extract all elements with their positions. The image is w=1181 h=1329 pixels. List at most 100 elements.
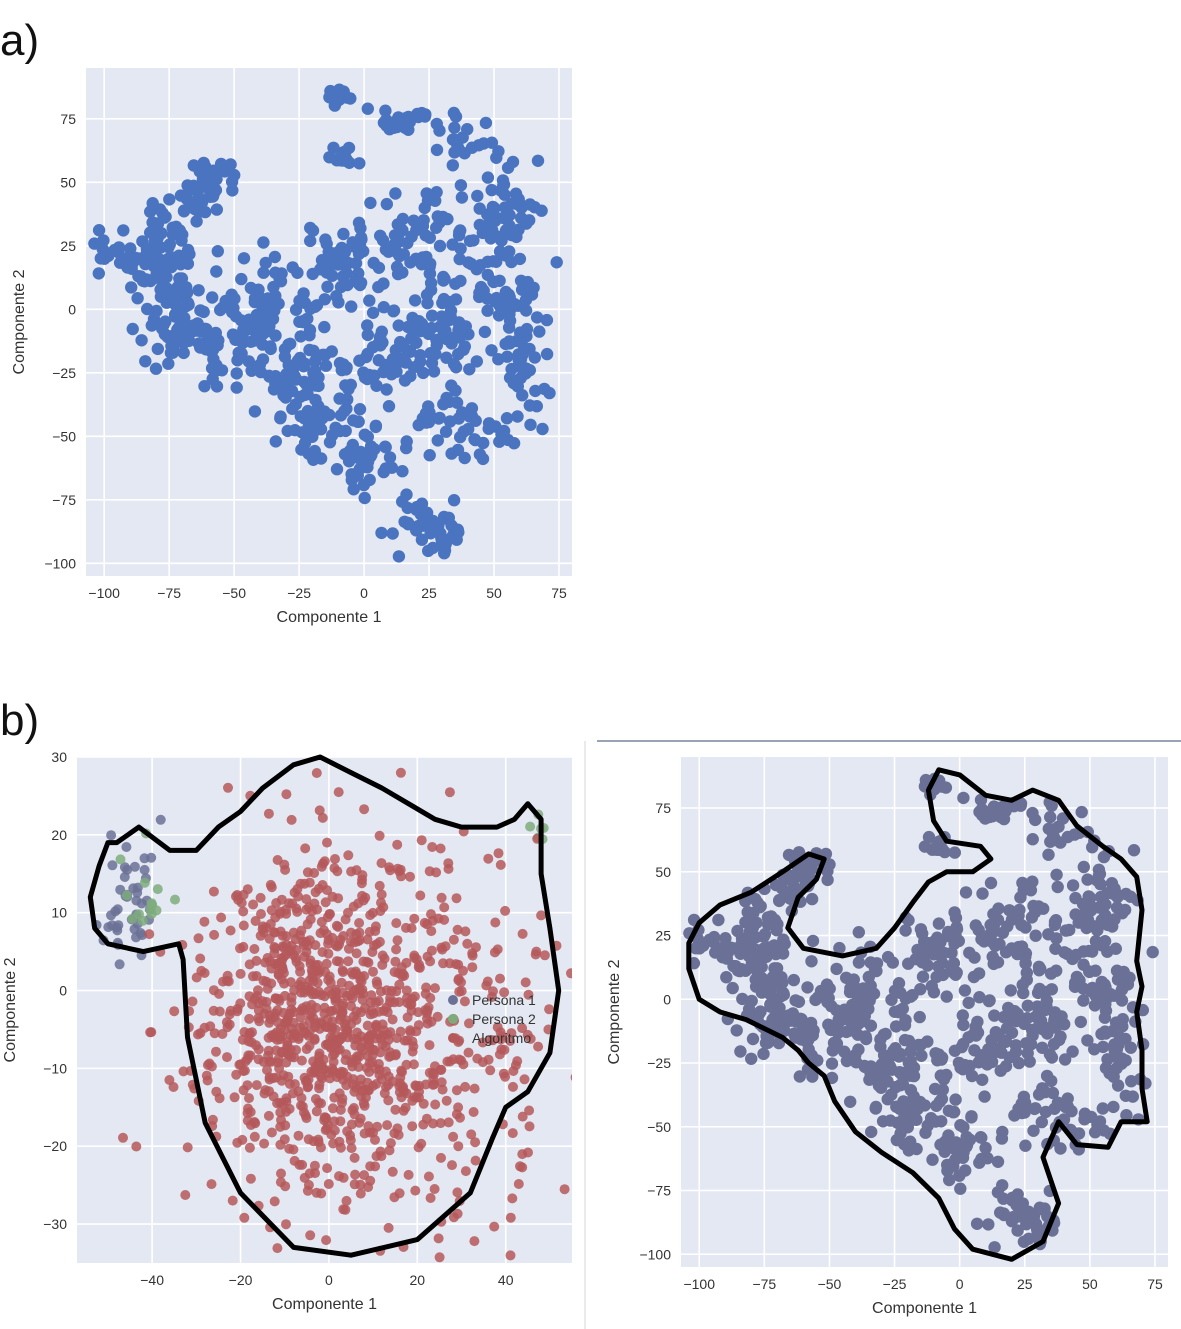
- data-point: [395, 767, 406, 778]
- y-tick-label: 10: [51, 905, 67, 921]
- data-point: [248, 292, 262, 305]
- data-point: [407, 1121, 418, 1132]
- x-axis-title: Componente 1: [272, 1296, 377, 1313]
- data-point: [436, 1077, 447, 1088]
- data-point: [261, 922, 272, 933]
- data-point: [152, 884, 163, 895]
- data-point: [492, 309, 506, 322]
- data-point: [92, 267, 106, 280]
- data-point: [1072, 916, 1085, 929]
- data-point: [351, 1082, 362, 1093]
- data-point: [227, 301, 240, 315]
- data-point: [248, 971, 258, 982]
- y-tick-label: 50: [60, 174, 76, 190]
- data-point: [286, 402, 299, 415]
- data-point: [779, 1015, 793, 1029]
- data-point: [1088, 1126, 1102, 1139]
- data-point: [321, 1022, 332, 1033]
- data-point: [754, 1005, 767, 1018]
- data-point: [177, 346, 190, 360]
- data-point: [308, 355, 322, 368]
- data-point: [805, 892, 819, 906]
- data-point: [198, 380, 211, 393]
- data-point: [1099, 898, 1112, 911]
- y-tick-label: 0: [68, 301, 76, 317]
- data-point: [370, 997, 381, 1008]
- data-point: [248, 324, 261, 337]
- data-point: [471, 189, 484, 203]
- data-point: [1083, 944, 1096, 958]
- data-point: [881, 1093, 894, 1106]
- y-tick-label: 0: [663, 991, 671, 1007]
- data-point: [929, 1047, 942, 1060]
- data-point: [1099, 1027, 1113, 1040]
- data-point: [362, 934, 373, 945]
- data-point: [520, 217, 533, 230]
- data-point: [370, 1033, 381, 1044]
- data-point: [289, 985, 300, 996]
- data-point: [327, 891, 338, 902]
- data-point: [121, 842, 132, 852]
- data-point: [914, 923, 928, 936]
- data-point: [1094, 878, 1107, 891]
- data-point: [458, 451, 471, 465]
- data-point: [106, 830, 117, 841]
- data-point: [864, 1019, 878, 1032]
- data-point: [303, 1074, 314, 1085]
- data-point: [396, 962, 407, 973]
- data-point: [405, 1000, 416, 1011]
- data-point: [117, 224, 130, 237]
- data-point: [372, 261, 386, 274]
- data-point: [994, 810, 1007, 824]
- data-point: [373, 1006, 384, 1017]
- y-tick-label: 25: [655, 928, 671, 944]
- data-point: [254, 1016, 265, 1027]
- data-point: [230, 367, 243, 380]
- data-point: [958, 984, 972, 997]
- data-point: [192, 284, 205, 297]
- data-point: [793, 1070, 806, 1083]
- legend-marker: [448, 1033, 458, 1043]
- data-point: [1024, 884, 1038, 897]
- data-point: [276, 1168, 286, 1179]
- data-point: [485, 344, 498, 357]
- data-point: [404, 256, 417, 269]
- data-point: [457, 343, 470, 356]
- data-point: [431, 434, 444, 447]
- data-point: [382, 1007, 393, 1017]
- data-point: [703, 933, 716, 946]
- data-point: [736, 992, 749, 1006]
- data-point: [115, 854, 126, 865]
- data-point: [1074, 1015, 1088, 1029]
- data-point: [525, 821, 536, 832]
- data-point: [297, 1159, 308, 1170]
- y-tick-label: 50: [655, 864, 671, 880]
- data-point: [199, 1022, 210, 1033]
- data-point: [178, 1066, 189, 1077]
- data-point: [376, 897, 386, 908]
- data-point: [195, 953, 206, 964]
- data-point: [420, 988, 431, 999]
- data-point: [430, 339, 443, 352]
- data-point: [407, 1036, 418, 1047]
- data-point: [413, 962, 424, 973]
- data-point: [801, 981, 814, 994]
- data-point: [530, 400, 543, 413]
- data-point: [509, 187, 523, 200]
- data-point: [440, 351, 453, 364]
- legend-marker: [448, 1014, 458, 1024]
- data-point: [286, 940, 297, 951]
- data-point: [389, 187, 402, 200]
- data-point: [414, 349, 427, 362]
- data-point: [1021, 999, 1034, 1012]
- data-point: [865, 1125, 878, 1139]
- data-point: [988, 1241, 1001, 1254]
- data-point: [210, 173, 223, 186]
- data-point: [294, 390, 307, 403]
- data-point: [239, 1027, 250, 1037]
- data-point: [327, 932, 338, 943]
- data-point: [340, 1023, 351, 1034]
- y-tick-label: −30: [43, 1216, 67, 1232]
- data-point: [92, 224, 106, 237]
- data-point: [125, 281, 138, 294]
